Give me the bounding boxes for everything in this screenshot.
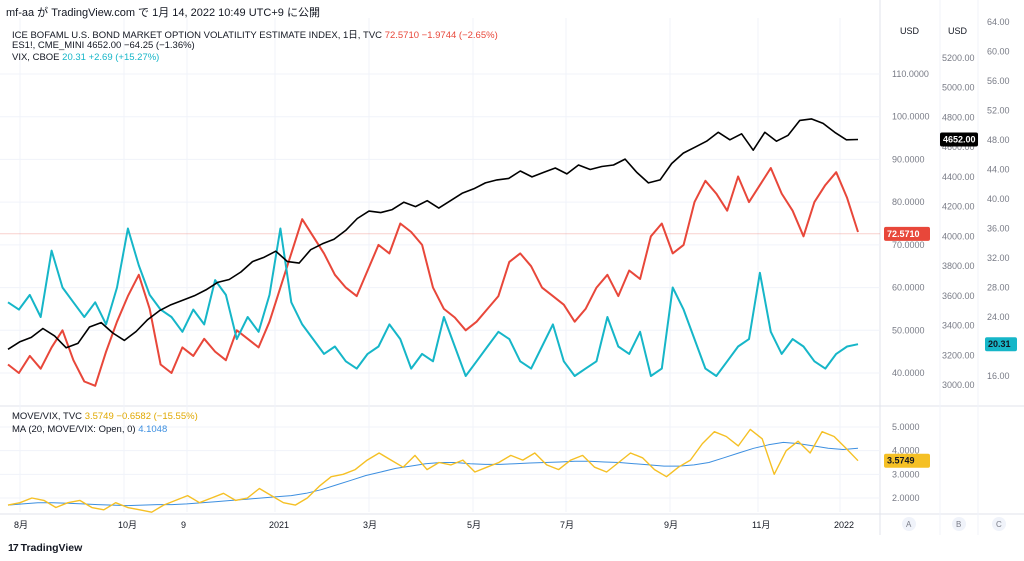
move-last-badge-bg [884,226,930,241]
legend-vix-value: 20.31 [62,52,86,63]
es-tick-label: 5200.00 [942,53,975,63]
vix-tick-label: 32.00 [987,253,1010,263]
vix-tick-label: 24.00 [987,312,1010,322]
x-tick-label: 2021 [269,520,289,530]
legend-vix-name: VIX, CBOE [12,52,60,63]
move-tick-label: 100.0000 [892,112,930,122]
es-last-badge: 4652.00 [943,134,976,144]
es-tick-label: 4600.00 [942,142,975,152]
axis-button-label: A [906,520,912,529]
x-tick-label: 10月 [118,520,137,530]
legend-move-name: ICE BOFAML U.S. BOND MARKET OPTION VOLAT… [12,30,383,41]
ratio-series-line [7,428,859,513]
ratio-last-badge: 3.5749 [887,456,915,466]
legend-ma-value: 4.1048 [138,424,168,435]
ratio-tick-label: 4.0000 [892,446,920,456]
x-tick-label: 8月 [14,520,28,530]
vix-last-badge: 20.31 [988,339,1011,349]
legend-vix: VIX, CBOE 20.31 +2.69 (+15.27%) [12,52,159,63]
legend-ma-name: MA (20, MOVE/VIX: Open, 0) [12,424,136,435]
legend-move-change: −1.9744 (−2.65%) [421,30,498,41]
vix-tick-label: 56.00 [987,76,1010,86]
ratio-last-badge-bg [884,453,930,468]
vix-tick-label: 36.00 [987,224,1010,234]
es-tick-label: 5000.00 [942,83,975,93]
move-tick-label: 90.0000 [892,154,925,164]
es-last-badge-bg [940,132,978,147]
es-tick-label: 3800.00 [942,261,975,271]
axis-button-label: B [956,520,961,529]
es-tick-label: 4200.00 [942,202,975,212]
brand-label: TradingView [20,542,83,554]
vix-tick-label: 60.00 [987,47,1010,57]
es-unit-label: USD [948,26,968,36]
move-tick-label: 110.0000 [892,69,929,79]
legend-ratio-value: 3.5749 [84,411,114,422]
move-tick-label: 60.0000 [892,283,925,293]
legend-move: ICE BOFAML U.S. BOND MARKET OPTION VOLAT… [12,27,498,41]
es-tick-label: 3000.00 [942,380,975,390]
legend-es-change: −64.25 (−1.36%) [123,40,195,51]
move-tick-label: 80.0000 [892,197,925,207]
tradingview-brand: 17 TradingView [8,542,82,554]
x-tick-label: 2022 [834,520,854,530]
legend-move-value: 72.5710 [384,30,420,41]
vix-tick-label: 28.00 [987,283,1010,293]
x-tick-label: 5月 [467,520,481,530]
axis-button-c [992,517,1006,531]
ma-series-line [7,441,859,507]
vix-tick-label: 64.00 [987,17,1010,27]
es-tick-label: 3600.00 [942,291,975,301]
legend-vix-change: +2.69 (+15.27%) [88,52,160,63]
legend-es: ES1!, CME_MINI 4652.00 −64.25 (−1.36%) [12,40,195,51]
vix-tick-label: 44.00 [987,165,1010,175]
x-tick-label: 11月 [752,520,770,530]
move-tick-label: 40.0000 [892,368,925,378]
es-tick-label: 4400.00 [942,172,975,182]
move-series-line [7,167,859,387]
move-last-badge: 72.5710 [887,229,920,239]
x-tick-label: 9月 [664,520,678,530]
move-tick-label: 50.0000 [892,325,925,335]
vix-tick-label: 16.00 [987,371,1010,381]
move-unit-label: USD [900,26,920,36]
vix-tick-label: 48.00 [987,135,1010,145]
ratio-tick-label: 3.0000 [892,469,920,479]
legend-ma: MA (20, MOVE/VIX: Open, 0) 4.1048 [12,424,167,435]
x-tick-label: 3月 [363,520,377,530]
vix-tick-label: 52.00 [987,106,1010,116]
es-tick-label: 4000.00 [942,231,975,241]
vix-tick-label: 40.00 [987,194,1010,204]
tradingview-logo-icon: 17 [8,542,19,554]
es-series-line [7,118,859,350]
legend-es-name: ES1!, CME_MINI [12,40,85,51]
vix-series-line [7,227,859,377]
publish-header: mf-aa が TradingView.com で 1月 14, 2022 10… [6,7,320,19]
es-tick-label: 4800.00 [942,112,975,122]
axis-button-b [952,517,966,531]
ratio-tick-label: 5.0000 [892,422,920,432]
move-tick-label: 70.0000 [892,240,925,250]
axis-button-a [902,517,916,531]
es-tick-label: 3200.00 [942,350,975,360]
x-tick-label: 7月 [560,520,574,530]
legend-ratio-change: −0.6582 (−15.55%) [116,411,198,422]
axis-button-label: C [996,520,1002,529]
legend-es-value: 4652.00 [86,40,122,51]
es-tick-label: 3400.00 [942,321,975,331]
legend-ratio-name: MOVE/VIX, TVC [12,411,83,422]
vix-last-badge-bg [985,337,1017,352]
x-tick-label: 9 [181,520,186,530]
legend-ratio: MOVE/VIX, TVC 3.5749 −0.6582 (−15.55%) [12,411,198,422]
ratio-tick-label: 2.0000 [892,493,920,503]
